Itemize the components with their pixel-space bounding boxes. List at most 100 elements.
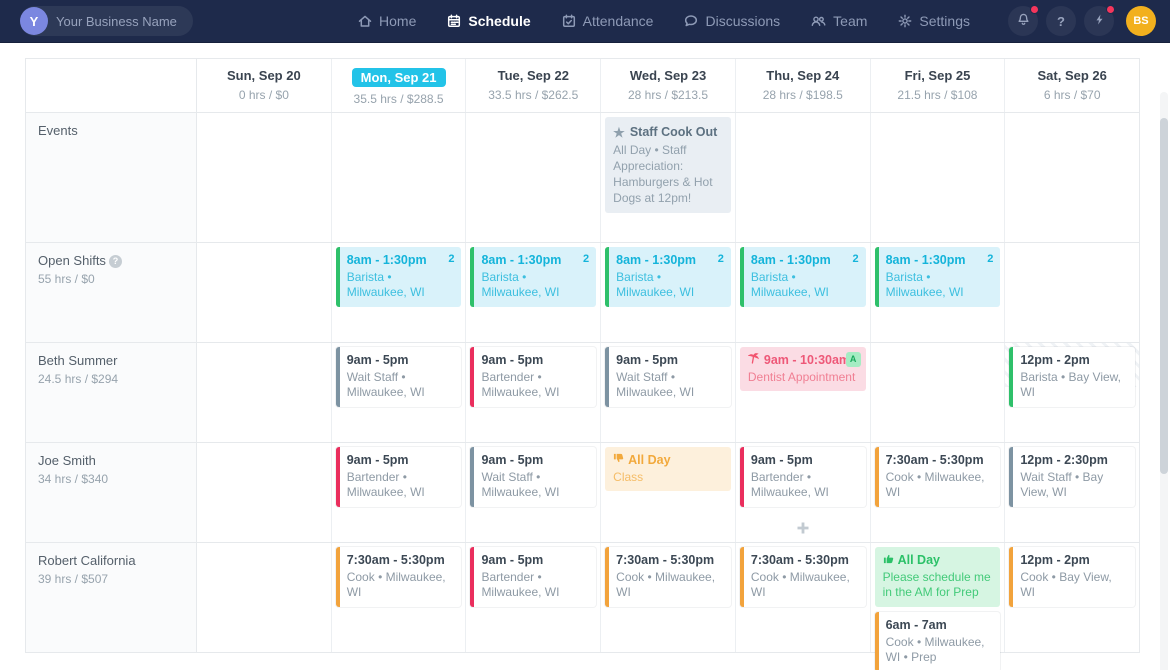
cell-robert-mon[interactable]: 7:30am - 5:30pm Cook • Milwaukee, WI <box>332 543 467 652</box>
cell-events-sun[interactable] <box>197 113 332 242</box>
nav-item-discussions[interactable]: Discussions <box>683 13 780 29</box>
day-header-fri[interactable]: Fri, Sep 25 21.5 hrs / $108 <box>871 59 1006 112</box>
cell-joe-fri[interactable]: 7:30am - 5:30pm Cook • Milwaukee, WI <box>871 443 1006 542</box>
unavailability-card-class[interactable]: All Day Class <box>605 447 731 492</box>
event-card-staff-cook-out[interactable]: ★ Staff Cook Out All Day • Staff Apprecia… <box>605 117 731 214</box>
cell-robert-fri[interactable]: All Day Please schedule me in the AM for… <box>871 543 1006 670</box>
shift-card[interactable]: 7:30am - 5:30pm Cook • Milwaukee, WI <box>739 547 866 608</box>
cell-beth-wed[interactable]: 9am - 5pm Wait Staff • Milwaukee, WI <box>601 343 736 442</box>
nav-item-team[interactable]: Team <box>810 13 867 29</box>
cell-open-thu[interactable]: 2 8am - 1:30pm Barista • Milwaukee, WI <box>736 243 871 342</box>
open-shift-card[interactable]: 2 8am - 1:30pm Barista • Milwaukee, WI <box>335 247 462 308</box>
shift-card[interactable]: 7:30am - 5:30pm Cook • Milwaukee, WI <box>874 447 1001 508</box>
cell-beth-sat[interactable]: 12pm - 2pm Barista • Bay View, WI <box>1005 343 1140 442</box>
shift-card[interactable]: 6am - 7am Cook • Milwaukee, WI • Prep <box>874 612 1001 670</box>
nav-label-home: Home <box>379 13 417 29</box>
cell-beth-fri[interactable] <box>871 343 1006 442</box>
business-avatar: Y <box>20 7 48 35</box>
vertical-scrollbar[interactable] <box>1160 92 1168 670</box>
help-button[interactable]: ? <box>1046 6 1076 36</box>
nav-item-settings[interactable]: Settings <box>897 13 970 29</box>
lightning-icon <box>1093 13 1106 29</box>
events-row: Events ★ Staff Cook Out All Day • Staff A… <box>26 113 1139 243</box>
cell-events-fri[interactable] <box>871 113 1006 242</box>
cell-events-thu[interactable] <box>736 113 871 242</box>
shift-card[interactable]: 12pm - 2:30pm Wait Staff • Bay View, WI <box>1009 447 1136 508</box>
nav-item-schedule[interactable]: Schedule <box>446 13 531 29</box>
cell-joe-sat[interactable]: 12pm - 2:30pm Wait Staff • Bay View, WI <box>1005 443 1139 542</box>
nav-item-attendance[interactable]: Attendance <box>561 13 654 29</box>
nav-item-home[interactable]: Home <box>357 13 416 29</box>
day-header-sun[interactable]: Sun, Sep 20 0 hrs / $0 <box>197 59 332 112</box>
shift-card[interactable]: 12pm - 2pm Barista • Bay View, WI <box>1009 347 1136 408</box>
availability-card-prep[interactable]: All Day Please schedule me in the AM for… <box>874 547 1001 608</box>
cell-events-wed[interactable]: ★ Staff Cook Out All Day • Staff Apprecia… <box>601 113 736 242</box>
cell-beth-thu[interactable]: A 9am - 10:30am Dentist Appointment <box>736 343 871 442</box>
day-header-mon-today[interactable]: Mon, Sep 21 35.5 hrs / $288.5 <box>332 59 467 112</box>
nav-label-attendance: Attendance <box>582 13 654 29</box>
shift-card[interactable]: 7:30am - 5:30pm Cook • Milwaukee, WI <box>335 547 462 608</box>
shift-card[interactable]: 9am - 5pm Wait Staff • Milwaukee, WI <box>605 347 731 408</box>
day-header-thu[interactable]: Thu, Sep 24 28 hrs / $198.5 <box>736 59 871 112</box>
open-shift-card[interactable]: 2 8am - 1:30pm Barista • Milwaukee, WI <box>739 247 866 308</box>
business-switcher[interactable]: Y Your Business Name <box>20 6 193 36</box>
shift-card[interactable]: 9am - 5pm Bartender • Milwaukee, WI <box>335 447 462 508</box>
shift-card[interactable]: 7:30am - 5:30pm Cook • Milwaukee, WI <box>605 547 731 608</box>
shift-card[interactable]: 9am - 5pm Bartender • Milwaukee, WI <box>470 547 597 608</box>
shift-card[interactable]: 9am - 5pm Bartender • Milwaukee, WI <box>739 447 866 508</box>
cell-open-wed[interactable]: 2 8am - 1:30pm Barista • Milwaukee, WI <box>601 243 736 342</box>
cell-open-fri[interactable]: 2 8am - 1:30pm Barista • Milwaukee, WI <box>871 243 1006 342</box>
notifications-button[interactable] <box>1008 5 1039 36</box>
cell-open-mon[interactable]: 2 8am - 1:30pm Barista • Milwaukee, WI <box>332 243 467 342</box>
nav-utilities: ? BS <box>1008 5 1156 36</box>
joe-smith-row-label[interactable]: Joe Smith 34 hrs / $340 <box>26 443 197 542</box>
day-header-sat[interactable]: Sat, Sep 26 6 hrs / $70 <box>1037 68 1107 102</box>
cell-open-tue[interactable]: 2 8am - 1:30pm Barista • Milwaukee, WI <box>466 243 602 342</box>
bell-icon <box>1016 12 1031 30</box>
open-shifts-help-icon[interactable]: ? <box>108 254 122 268</box>
cell-joe-wed[interactable]: All Day Class <box>601 443 736 542</box>
cell-joe-thu[interactable]: 9am - 5pm Bartender • Milwaukee, WI <box>736 443 871 542</box>
cell-events-mon[interactable] <box>332 113 467 242</box>
cell-robert-tue[interactable]: 9am - 5pm Bartender • Milwaukee, WI <box>466 543 602 652</box>
open-shift-card[interactable]: 2 8am - 1:30pm Barista • Milwaukee, WI <box>874 247 1001 308</box>
vertical-scrollbar-thumb[interactable] <box>1160 118 1168 474</box>
notification-dot <box>1030 5 1039 14</box>
shift-card[interactable]: 9am - 5pm Bartender • Milwaukee, WI <box>470 347 597 408</box>
user-avatar[interactable]: BS <box>1126 6 1156 36</box>
day-header-tue[interactable]: Tue, Sep 22 33.5 hrs / $262.5 <box>466 59 602 112</box>
cell-events-tue[interactable] <box>466 113 602 242</box>
cell-beth-tue[interactable]: 9am - 5pm Bartender • Milwaukee, WI <box>466 343 602 442</box>
cell-open-sat[interactable] <box>1005 243 1139 342</box>
thumbs-up-icon <box>883 552 894 569</box>
header-corner-cell <box>26 59 197 112</box>
robert-california-row-label[interactable]: Robert California 39 hrs / $507 <box>26 543 197 652</box>
cell-joe-sun[interactable] <box>197 443 332 542</box>
shift-card[interactable]: 9am - 5pm Wait Staff • Milwaukee, WI <box>335 347 462 408</box>
cell-robert-sat[interactable]: 12pm - 2pm Cook • Bay View, WI <box>1005 543 1139 652</box>
beth-summer-row: Beth Summer 24.5 hrs / $294 9am - 5pm Wa… <box>26 343 1140 443</box>
cell-beth-mon[interactable]: 9am - 5pm Wait Staff • Milwaukee, WI <box>332 343 467 442</box>
cell-robert-thu[interactable]: 7:30am - 5:30pm Cook • Milwaukee, WI <box>736 543 871 652</box>
add-shift-button[interactable] <box>740 521 866 540</box>
open-shift-card[interactable]: 2 8am - 1:30pm Barista • Milwaukee, WI <box>605 247 731 308</box>
beth-summer-row-label[interactable]: Beth Summer 24.5 hrs / $294 <box>26 343 197 442</box>
shift-card[interactable]: 12pm - 2pm Cook • Bay View, WI <box>1009 547 1136 608</box>
timeoff-card-dentist[interactable]: A 9am - 10:30am Dentist Appointment <box>739 347 866 392</box>
cell-joe-mon[interactable]: 9am - 5pm Bartender • Milwaukee, WI <box>332 443 467 542</box>
calendar-check-icon <box>561 13 577 29</box>
cell-robert-wed[interactable]: 7:30am - 5:30pm Cook • Milwaukee, WI <box>601 543 736 652</box>
cell-events-sat[interactable] <box>1005 113 1139 242</box>
open-shift-card[interactable]: 2 8am - 1:30pm Barista • Milwaukee, WI <box>470 247 597 308</box>
open-shifts-row: Open Shifts? 55 hrs / $0 2 8am - 1:30pm … <box>26 243 1139 343</box>
top-navbar: Y Your Business Name Home Schedule Atten… <box>0 0 1170 42</box>
nav-label-discussions: Discussions <box>705 13 781 29</box>
whats-new-button[interactable] <box>1084 5 1115 36</box>
whats-new-dot <box>1106 5 1115 14</box>
cell-open-sun[interactable] <box>197 243 332 342</box>
cell-robert-sun[interactable] <box>197 543 332 652</box>
day-header-wed[interactable]: Wed, Sep 23 28 hrs / $213.5 <box>601 59 736 112</box>
cell-beth-sun[interactable] <box>197 343 332 442</box>
shift-card[interactable]: 9am - 5pm Wait Staff • Milwaukee, WI <box>470 447 597 508</box>
cell-joe-tue[interactable]: 9am - 5pm Wait Staff • Milwaukee, WI <box>466 443 602 542</box>
